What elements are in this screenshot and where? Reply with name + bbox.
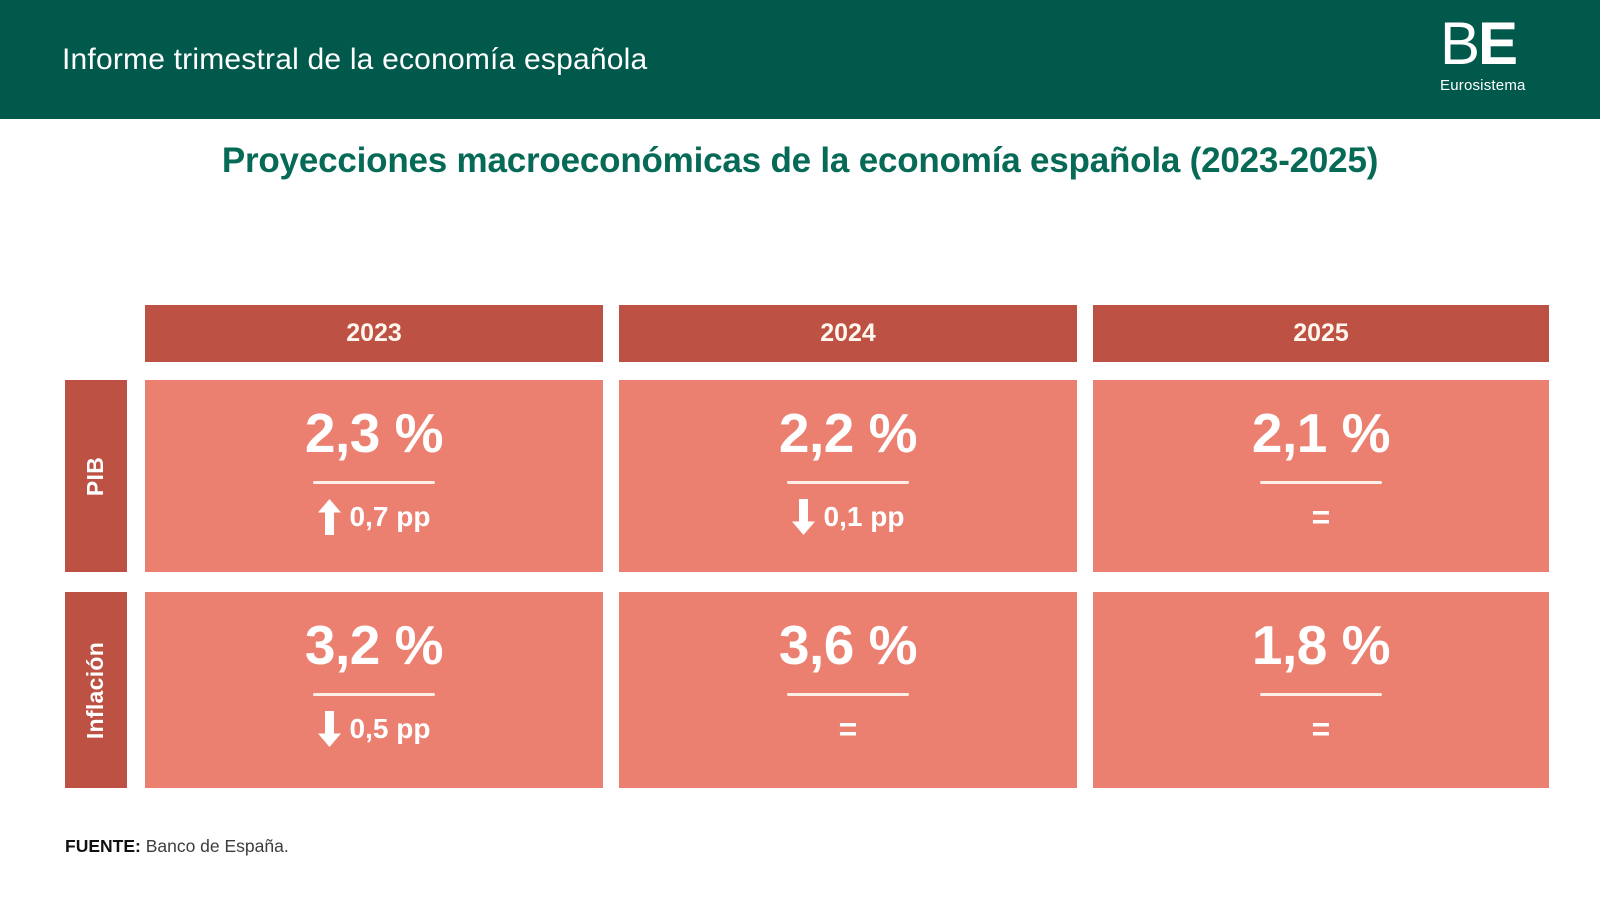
cell-value: 3,6 %	[778, 614, 918, 676]
report-title: Informe trimestral de la economía españo…	[62, 42, 648, 76]
revision-indicator: =	[1312, 709, 1331, 749]
equals-sign: =	[1311, 711, 1331, 747]
logo-letter-b: B	[1440, 10, 1480, 77]
logo-letter-e: E	[1478, 10, 1518, 77]
row-header-inflacion: Inflación	[65, 592, 127, 788]
logo-subtitle: Eurosistema	[1440, 77, 1526, 94]
down-arrow-icon	[791, 499, 815, 535]
down-arrow-icon	[317, 711, 341, 747]
equals-sign: =	[838, 711, 858, 747]
revision-text: 0,5 pp	[349, 713, 431, 744]
source-note: FUENTE: Banco de España.	[65, 836, 289, 857]
column-header-2025: 2025	[1093, 305, 1549, 362]
cell-pib-2023: 2,3 % 0,7 pp	[145, 380, 603, 572]
up-arrow-icon	[317, 499, 341, 535]
revision-indicator: 0,5 pp	[317, 709, 431, 749]
page-title: Proyecciones macroeconómicas de la econo…	[221, 141, 1379, 180]
row-header-label: Inflación	[82, 641, 109, 739]
separator-line	[1260, 693, 1382, 696]
separator-line	[787, 481, 909, 484]
source-label: FUENTE:	[65, 836, 141, 856]
cell-value: 2,1 %	[1251, 402, 1391, 464]
equals-sign: =	[1311, 499, 1331, 535]
cell-pib-2024: 2,2 % 0,1 pp	[619, 380, 1077, 572]
separator-line	[313, 481, 435, 484]
cell-value: 2,2 %	[778, 402, 918, 464]
separator-line	[313, 693, 435, 696]
column-header-2024: 2024	[619, 305, 1077, 362]
cell-value: 2,3 %	[304, 402, 444, 464]
banco-de-espana-logo: BE Eurosistema	[1440, 14, 1550, 95]
revision-indicator: =	[839, 709, 858, 749]
cell-pib-2025: 2,1 % =	[1093, 380, 1549, 572]
revision-indicator: =	[1312, 497, 1331, 537]
row-header-pib: PIB	[65, 380, 127, 572]
separator-line	[787, 693, 909, 696]
source-text: Banco de España.	[140, 836, 289, 856]
separator-line	[1260, 481, 1382, 484]
column-header-2023: 2023	[145, 305, 603, 362]
top-banner: Informe trimestral de la economía españo…	[0, 0, 1600, 119]
cell-value: 3,2 %	[304, 614, 444, 676]
revision-indicator: 0,7 pp	[317, 497, 431, 537]
revision-indicator: 0,1 pp	[791, 497, 905, 537]
revision-text: 0,1 pp	[823, 501, 905, 532]
row-header-label: PIB	[82, 456, 109, 496]
cell-inflacion-2024: 3,6 % =	[619, 592, 1077, 788]
be-logo-icon: BE	[1440, 14, 1550, 74]
cell-inflacion-2025: 1,8 % =	[1093, 592, 1549, 788]
cell-value: 1,8 %	[1251, 614, 1391, 676]
cell-inflacion-2023: 3,2 % 0,5 pp	[145, 592, 603, 788]
revision-text: 0,7 pp	[349, 501, 431, 532]
